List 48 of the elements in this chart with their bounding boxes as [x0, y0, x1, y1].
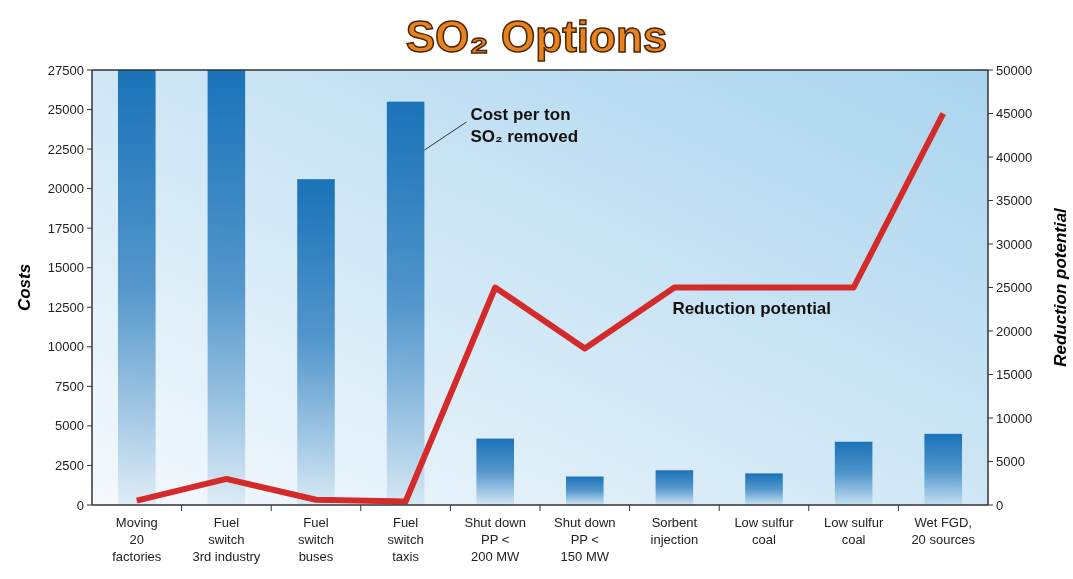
- text: Cost per ton SO₂ removed: [470, 105, 579, 146]
- x-tick-label: Shut down PP < 150 MW: [554, 515, 616, 564]
- y-axis-title: Costs: [15, 263, 34, 312]
- y-tick-label: 2500: [55, 458, 84, 473]
- y2-tick-label: 5000: [996, 454, 1025, 470]
- y-tick-label: 7500: [55, 378, 84, 394]
- bar: [117, 69, 157, 506]
- y2-tick-label: 40000: [996, 149, 1033, 165]
- y2-tick-label: 35000: [996, 193, 1033, 209]
- bar: [655, 469, 694, 506]
- x-tick-label: Fuel switch buses: [297, 515, 335, 564]
- bar: [207, 69, 246, 506]
- y2-axis-title: Reduction potential: [1051, 206, 1070, 367]
- x-tick-label: Sorbent injection: [650, 515, 699, 547]
- series-label: Reduction potential: [672, 298, 832, 318]
- y-tick-label: 12500: [47, 299, 84, 315]
- y2-tick-label: 50000: [996, 62, 1033, 78]
- bar: [834, 441, 873, 506]
- y2-tick-label: 20000: [996, 323, 1033, 339]
- x-tick-label: Shut down PP < 200 MW: [464, 515, 526, 564]
- y-tick-label: 27500: [47, 62, 84, 78]
- y-tick-label: 25000: [47, 102, 84, 118]
- y2-tick-label: 15000: [996, 367, 1033, 383]
- x-tick-label: Fuel switch 3rd industry: [192, 515, 261, 564]
- y-tick-label: 10000: [47, 339, 84, 355]
- bar: [296, 178, 336, 506]
- y-tick-label: 0: [76, 497, 84, 513]
- y-tick-label: 15000: [47, 260, 84, 276]
- bar: [923, 433, 963, 506]
- y2-tick-label: 0: [996, 497, 1004, 513]
- y2-tick-label: 10000: [996, 410, 1033, 426]
- x-tick-label: Moving 20 factories: [112, 515, 162, 564]
- y2-tick-label: 45000: [996, 106, 1033, 122]
- bar: [475, 438, 515, 506]
- y2-tick-label: 30000: [996, 236, 1033, 252]
- y-tick-label: 5000: [55, 418, 84, 434]
- y-tick-label: 17500: [47, 220, 84, 236]
- bar: [565, 476, 605, 506]
- x-tick-label: Low sulfur coal: [734, 515, 795, 547]
- y2-tick-label: 25000: [996, 280, 1033, 296]
- x-tick-label: Wet FGD, 20 sources: [911, 515, 976, 547]
- y-tick-label: 20000: [47, 181, 84, 197]
- bar: [744, 472, 784, 506]
- chart-title: SO₂ Options: [405, 12, 668, 61]
- bar: [386, 101, 425, 506]
- x-tick-label: Fuel switch taxis: [387, 515, 424, 564]
- x-tick-label: Low sulfur coal: [823, 515, 884, 547]
- y-tick-label: 22500: [47, 141, 84, 157]
